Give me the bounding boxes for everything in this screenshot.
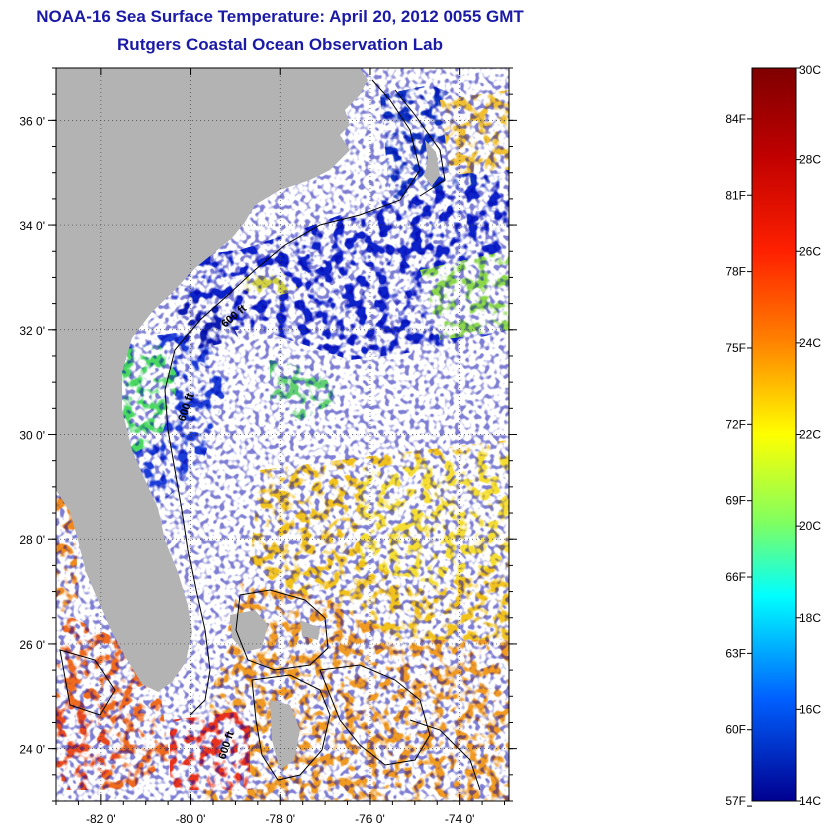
colorbar-celsius-label: 24C (799, 336, 821, 350)
axis-labels: -82 0' -80 0' -78 0' -76 0' -74 0' 24 0' 26 0'… (19, 114, 474, 826)
colorbar-fahrenheit-label: 84F (725, 112, 746, 126)
lat-tick-label: 28 0' (19, 533, 45, 547)
colorbar-celsius-label: 16C (799, 702, 821, 716)
colorbar-fahrenheit-label: 69F (725, 494, 746, 508)
lon-tick-label: -78 0' (265, 812, 295, 826)
axis-ticks (48, 67, 517, 805)
colorbar-fahrenheit-label: 57F (725, 794, 746, 808)
lon-tick-label: -76 0' (355, 812, 385, 826)
colorbar-celsius-label: 18C (799, 611, 821, 625)
land-mass (56, 68, 440, 770)
map-image: 600 ft 600 ft 600 ft (56, 68, 509, 801)
colorbar-celsius-label: 30C (799, 63, 821, 77)
map-subtitle: Rutgers Coastal Ocean Observation Lab (117, 35, 443, 54)
lon-tick-label: -82 0' (86, 812, 116, 826)
lat-tick-label: 34 0' (19, 219, 45, 233)
colorbar-celsius-label: 28C (799, 153, 821, 167)
lat-tick-label: 30 0' (19, 429, 45, 443)
lat-tick-label: 24 0' (19, 743, 45, 757)
map-title: NOAA-16 Sea Surface Temperature: April 2… (36, 7, 524, 26)
lat-tick-label: 26 0' (19, 638, 45, 652)
colorbar-celsius-label: 22C (799, 428, 821, 442)
isobath-contours (59, 79, 481, 791)
colorbar-fahrenheit-label: 63F (725, 646, 746, 660)
colorbar-fahrenheit-label: 66F (725, 570, 746, 584)
colorbar: 30C 28C 26C 24C 22C 20C 18C 16C 14C 84F 81F 78F 75F 7… (725, 63, 821, 808)
lon-tick-label: -80 0' (176, 812, 206, 826)
colorbar-fahrenheit-label: 72F (725, 417, 746, 431)
lat-tick-label: 36 0' (19, 114, 45, 128)
lat-tick-label: 32 0' (19, 324, 45, 338)
colorbar-celsius-label: 14C (799, 794, 821, 808)
colorbar-scale (751, 67, 797, 802)
colorbar-celsius-label: 20C (799, 519, 821, 533)
colorbar-fahrenheit-label: 75F (725, 341, 746, 355)
lon-tick-label: -74 0' (445, 812, 475, 826)
colorbar-celsius-label: 26C (799, 244, 821, 258)
colorbar-fahrenheit-label: 78F (725, 265, 746, 279)
colorbar-fahrenheit-label: 81F (725, 188, 746, 202)
colorbar-fahrenheit-label: 60F (725, 723, 746, 737)
